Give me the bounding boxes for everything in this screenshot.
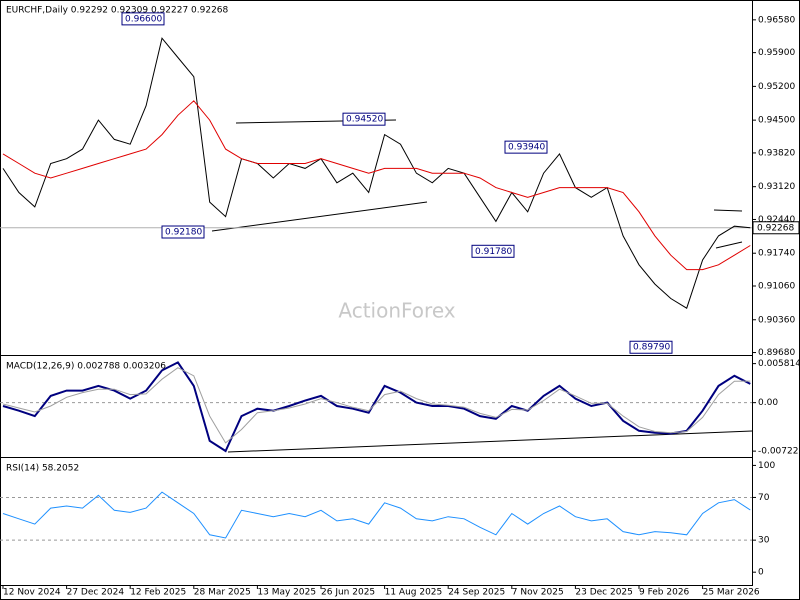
y-tick-label: 0.005814 xyxy=(758,359,800,369)
annotation-box xyxy=(504,140,548,154)
annotation-box xyxy=(471,244,515,258)
x-tick-label: 12 Nov 2024 xyxy=(3,588,61,598)
trendline xyxy=(227,430,753,453)
annotation-box xyxy=(342,112,386,126)
y-tick-label: 0.95200 xyxy=(758,82,795,92)
trendline xyxy=(713,209,743,212)
y-tick-label: 0.95900 xyxy=(758,48,795,58)
series-line xyxy=(2,37,751,309)
series-line xyxy=(2,491,751,539)
x-tick-label: 25 Mar 2026 xyxy=(703,588,760,598)
y-tick-label: 0 xyxy=(758,568,764,578)
last-price-label: 0.92268 xyxy=(757,223,794,233)
y-tick-label: 0.93820 xyxy=(758,148,795,158)
series-line xyxy=(2,100,751,271)
macd-header: MACD(12,26,9) 0.002788 0.003206 xyxy=(6,362,166,372)
y-tick-label: 0.92440 xyxy=(758,215,795,225)
trendline xyxy=(715,241,743,249)
last-price-box xyxy=(752,221,800,235)
y-tick-label: 70 xyxy=(758,493,770,503)
x-tick-label: 12 Feb 2025 xyxy=(130,588,186,598)
x-tick-label: 27 Dec 2024 xyxy=(67,588,125,598)
y-tick-label: -0.007222 xyxy=(758,447,800,457)
series-line xyxy=(2,361,751,453)
y-tick-label: 0.94500 xyxy=(758,116,795,126)
series-line xyxy=(2,367,751,444)
y-tick-label: 0.91060 xyxy=(758,282,795,292)
y-tick-label: 0.00 xyxy=(758,398,778,408)
watermark: ActionForex xyxy=(338,299,455,323)
annotation-box xyxy=(629,340,673,354)
annotation-label: 0.96600 xyxy=(125,14,162,24)
x-tick-label: 24 Sep 2025 xyxy=(448,588,505,598)
annotation-label: 0.92180 xyxy=(165,228,202,238)
x-tick-label: 9 Feb 2026 xyxy=(639,588,690,598)
y-tick-label: 0.93120 xyxy=(758,182,795,192)
rsi-header: RSI(14) 58.2052 xyxy=(6,464,79,474)
annotation-label: 0.93940 xyxy=(508,143,545,153)
price-header: EURCHF,Daily 0.92292 0.92309 0.92227 0.9… xyxy=(6,6,229,16)
x-tick-label: 7 Nov 2025 xyxy=(512,588,564,598)
trendline xyxy=(211,201,428,232)
x-tick-label: 23 Dec 2025 xyxy=(575,588,633,598)
x-tick-label: 28 Mar 2025 xyxy=(194,588,251,598)
y-tick-label: 0.91740 xyxy=(758,249,795,259)
y-tick-label: 0.89680 xyxy=(758,348,795,358)
annotation-label: 0.91780 xyxy=(475,247,512,257)
annotation-box xyxy=(161,225,205,239)
x-tick-label: 11 Aug 2025 xyxy=(385,588,443,598)
annotation-label: 0.89790 xyxy=(633,343,670,353)
x-tick-label: 26 Jun 2025 xyxy=(321,588,375,598)
y-tick-label: 30 xyxy=(758,536,770,546)
annotation-box xyxy=(121,12,165,26)
y-tick-label: 100 xyxy=(758,461,775,471)
y-tick-label: 0.90360 xyxy=(758,315,795,325)
annotation-label: 0.94520 xyxy=(346,115,383,125)
x-tick-label: 13 May 2025 xyxy=(257,588,316,598)
y-tick-label: 0.96580 xyxy=(758,15,795,25)
